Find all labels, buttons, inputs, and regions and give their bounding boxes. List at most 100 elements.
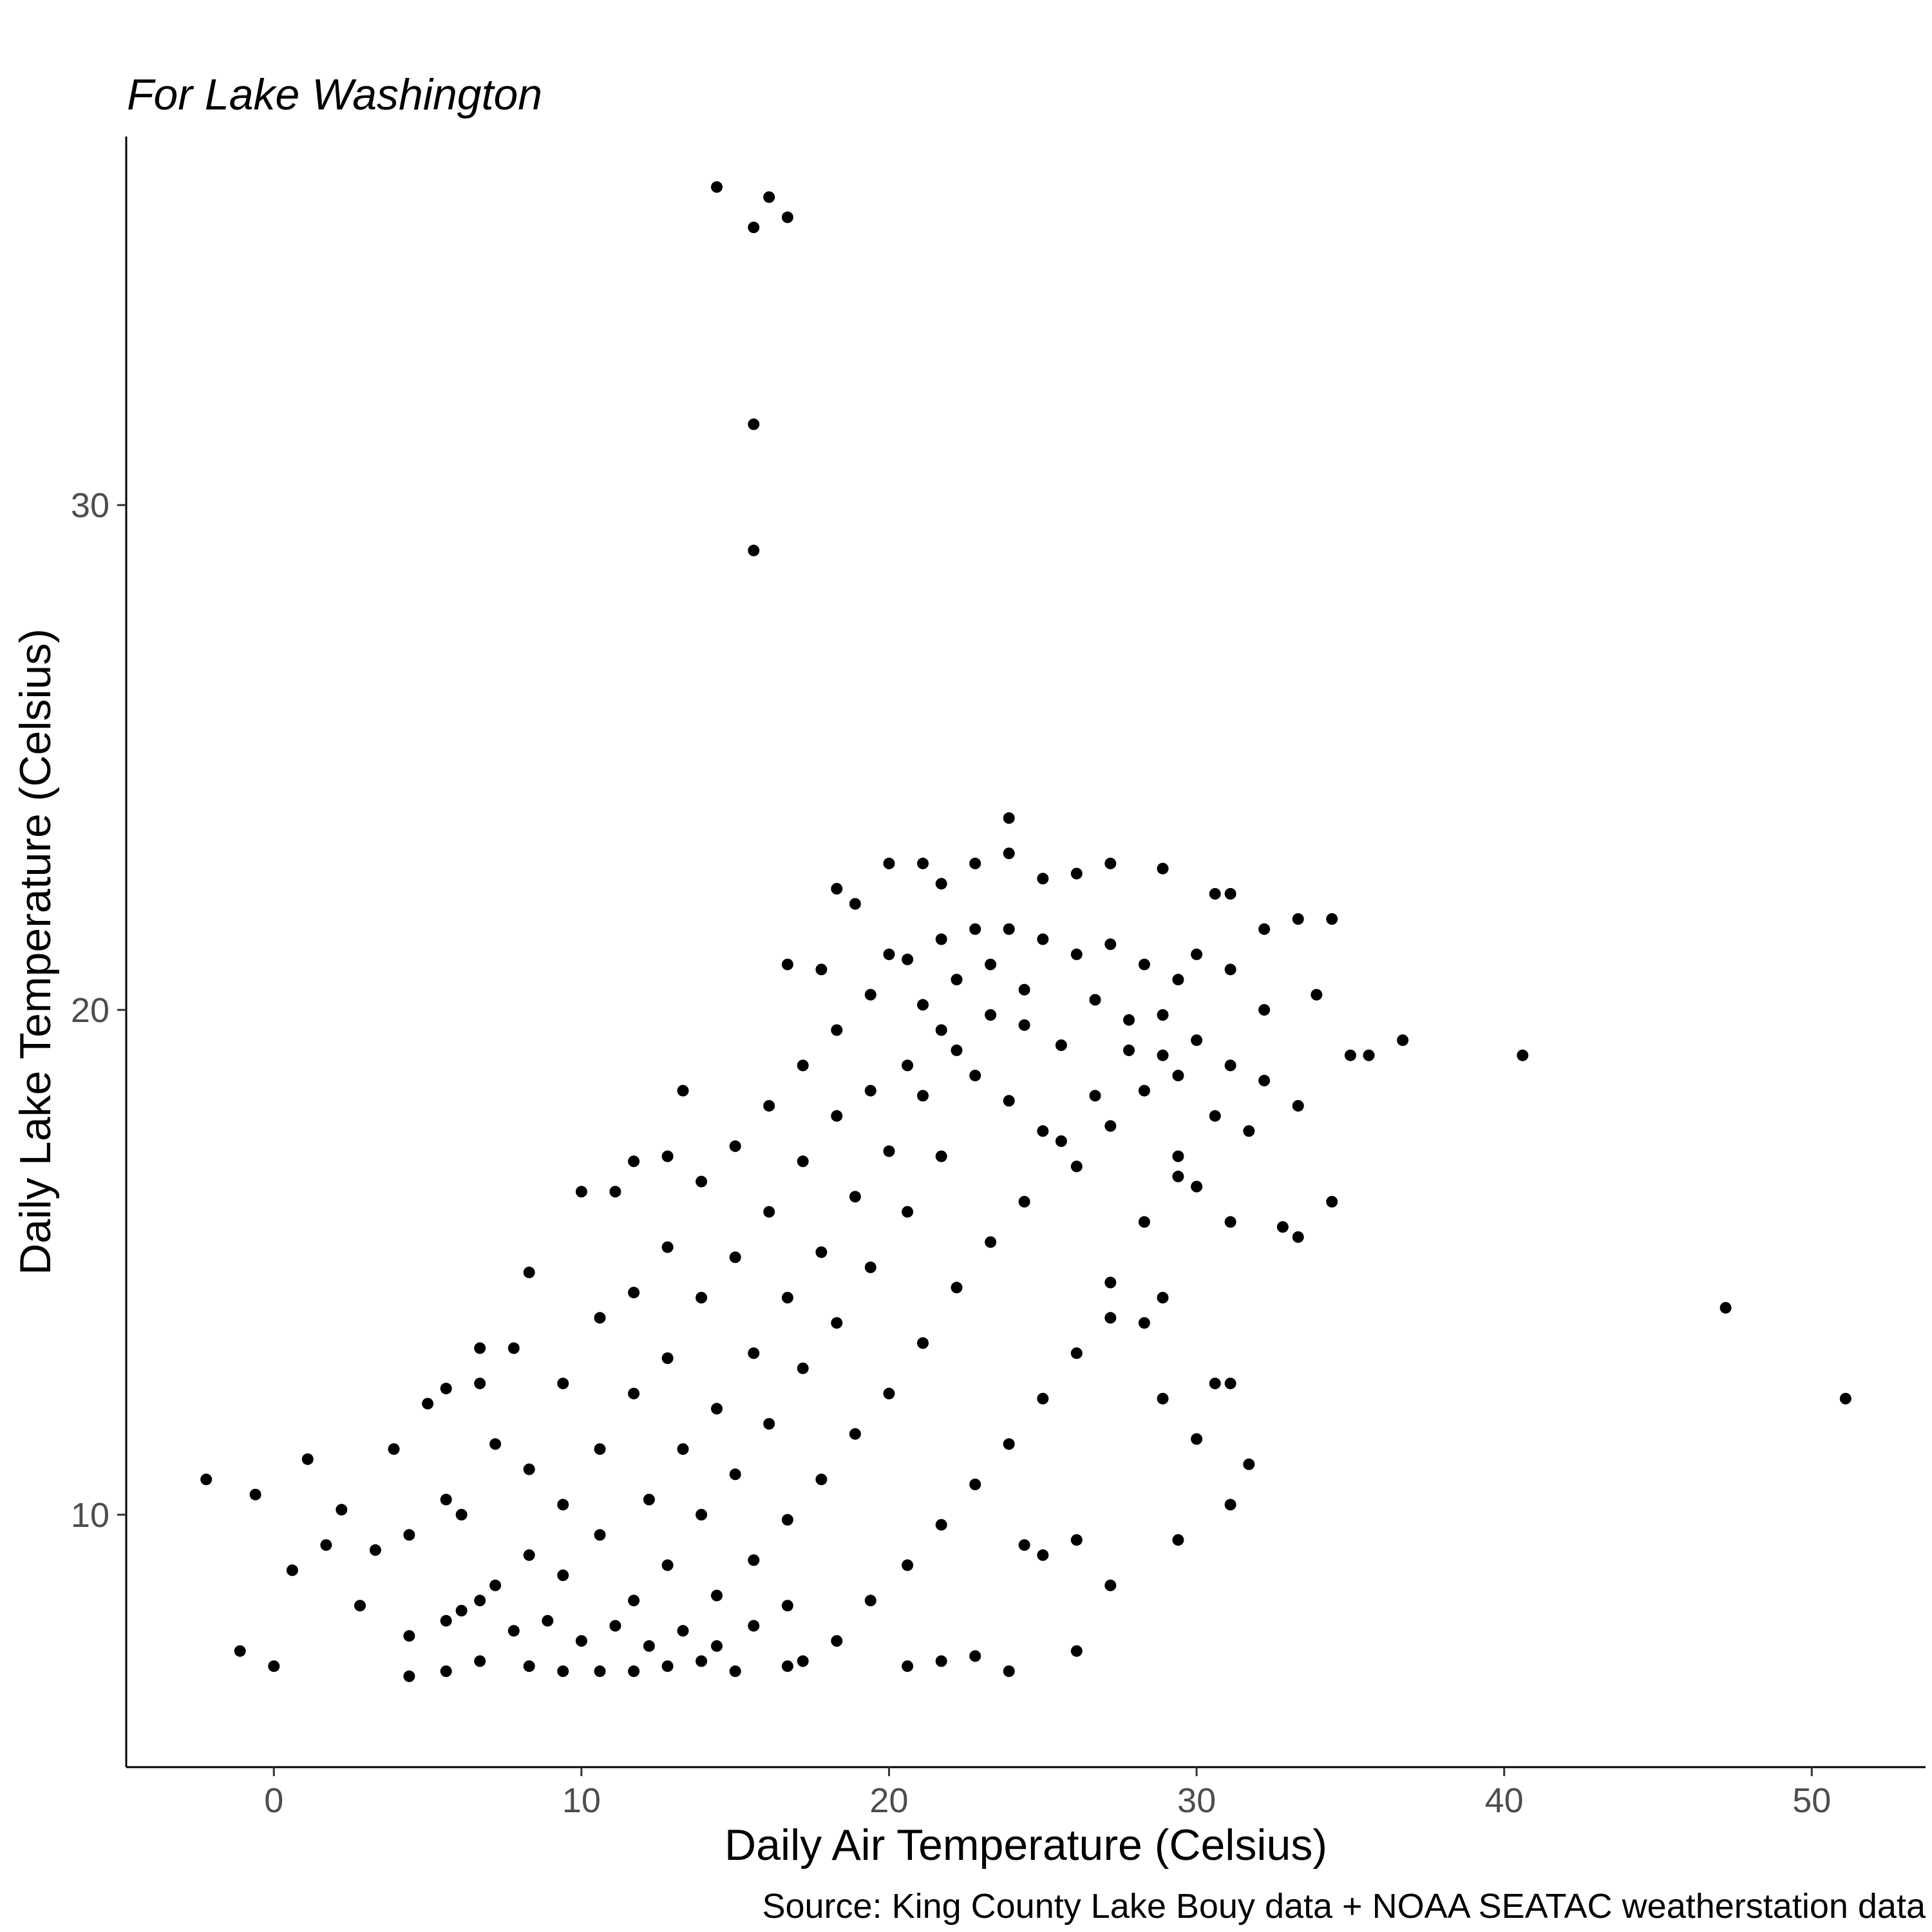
data-point — [643, 1640, 655, 1652]
data-point — [286, 1564, 298, 1577]
data-point — [403, 1529, 415, 1541]
data-point — [523, 1660, 535, 1672]
data-point — [831, 1317, 843, 1329]
data-point — [440, 1383, 452, 1395]
data-point — [422, 1397, 434, 1410]
data-point — [935, 1655, 947, 1667]
data-point — [849, 1191, 861, 1203]
data-point — [1138, 1317, 1150, 1329]
data-point — [748, 418, 760, 430]
data-point — [455, 1605, 468, 1616]
data-point — [951, 1282, 963, 1294]
data-point — [1224, 1216, 1236, 1228]
data-point — [969, 1479, 981, 1490]
x-tick-label: 0 — [264, 1781, 283, 1820]
data-point — [748, 544, 760, 556]
y-axis-ticks: 10 20 30 — [71, 486, 126, 1535]
data-point — [883, 1387, 895, 1399]
data-point — [1070, 1160, 1083, 1173]
data-point — [575, 1186, 587, 1198]
data-point — [1191, 1433, 1203, 1445]
data-point — [1070, 1347, 1083, 1359]
x-tick-label: 10 — [562, 1781, 601, 1820]
y-tick-label: 20 — [71, 991, 109, 1030]
data-point — [935, 933, 947, 945]
data-point — [969, 1070, 981, 1082]
data-point — [507, 1625, 520, 1637]
data-point — [864, 1261, 876, 1273]
data-point — [1517, 1049, 1529, 1061]
data-point — [1311, 989, 1323, 1001]
x-axis-title: Daily Air Temperature (Celsius) — [724, 1821, 1327, 1870]
y-tick-label: 10 — [71, 1496, 109, 1535]
data-point — [609, 1186, 621, 1198]
data-point — [474, 1655, 486, 1667]
data-point — [354, 1600, 366, 1612]
data-point — [969, 923, 981, 935]
data-point — [935, 1519, 947, 1531]
data-point — [1037, 1125, 1049, 1137]
data-point — [1191, 1180, 1203, 1193]
data-point — [440, 1615, 452, 1627]
data-point — [677, 1443, 689, 1455]
data-point — [661, 1352, 674, 1364]
data-point — [1363, 1049, 1375, 1061]
data-point — [864, 1595, 876, 1607]
data-point — [677, 1625, 689, 1637]
data-point — [1037, 933, 1049, 945]
data-point — [1089, 994, 1101, 1006]
data-point — [1089, 1090, 1101, 1102]
data-point — [1719, 1302, 1732, 1314]
data-point — [575, 1635, 587, 1647]
x-tick-label: 30 — [1177, 1781, 1216, 1820]
data-point — [696, 1175, 708, 1188]
data-point — [1172, 974, 1184, 986]
data-point — [711, 1403, 723, 1415]
data-point — [797, 1362, 809, 1374]
data-point — [1104, 1579, 1117, 1591]
data-point — [985, 1236, 997, 1248]
data-point — [628, 1387, 640, 1399]
data-point — [729, 1140, 741, 1152]
data-point — [455, 1509, 468, 1520]
data-point — [1258, 923, 1271, 935]
data-point — [781, 1600, 793, 1612]
data-point — [1397, 1034, 1409, 1046]
data-point — [1326, 1196, 1338, 1208]
data-point — [661, 1241, 674, 1253]
data-point — [917, 1337, 929, 1349]
data-point — [523, 1266, 535, 1278]
data-point — [268, 1660, 280, 1672]
data-point — [1209, 887, 1221, 900]
data-point — [1104, 1276, 1117, 1289]
data-point — [849, 898, 861, 910]
data-point — [1104, 857, 1117, 869]
y-axis-title: Daily Lake Temperature (Celsius) — [11, 629, 60, 1275]
data-point — [831, 883, 843, 895]
data-point — [935, 1150, 947, 1162]
data-point — [1839, 1392, 1852, 1405]
data-point — [301, 1453, 314, 1465]
data-point — [1191, 948, 1203, 960]
data-point — [864, 1084, 876, 1097]
data-point — [711, 1589, 723, 1602]
data-point — [969, 857, 981, 869]
data-point — [902, 1059, 914, 1072]
data-point — [628, 1665, 640, 1678]
data-point — [523, 1549, 535, 1561]
data-point — [369, 1544, 381, 1556]
data-point — [1003, 1095, 1015, 1107]
data-point — [1018, 1196, 1030, 1208]
x-tick-label: 20 — [869, 1781, 908, 1820]
data-point — [781, 958, 793, 971]
data-point — [1055, 1039, 1067, 1051]
data-point — [643, 1493, 655, 1506]
data-point — [1018, 1539, 1030, 1551]
data-point — [661, 1150, 674, 1162]
data-point — [781, 1660, 793, 1672]
data-point — [831, 1110, 843, 1122]
data-point — [1172, 1170, 1184, 1182]
data-point — [815, 1473, 828, 1486]
data-point — [1292, 913, 1304, 925]
data-point — [1138, 1084, 1150, 1097]
